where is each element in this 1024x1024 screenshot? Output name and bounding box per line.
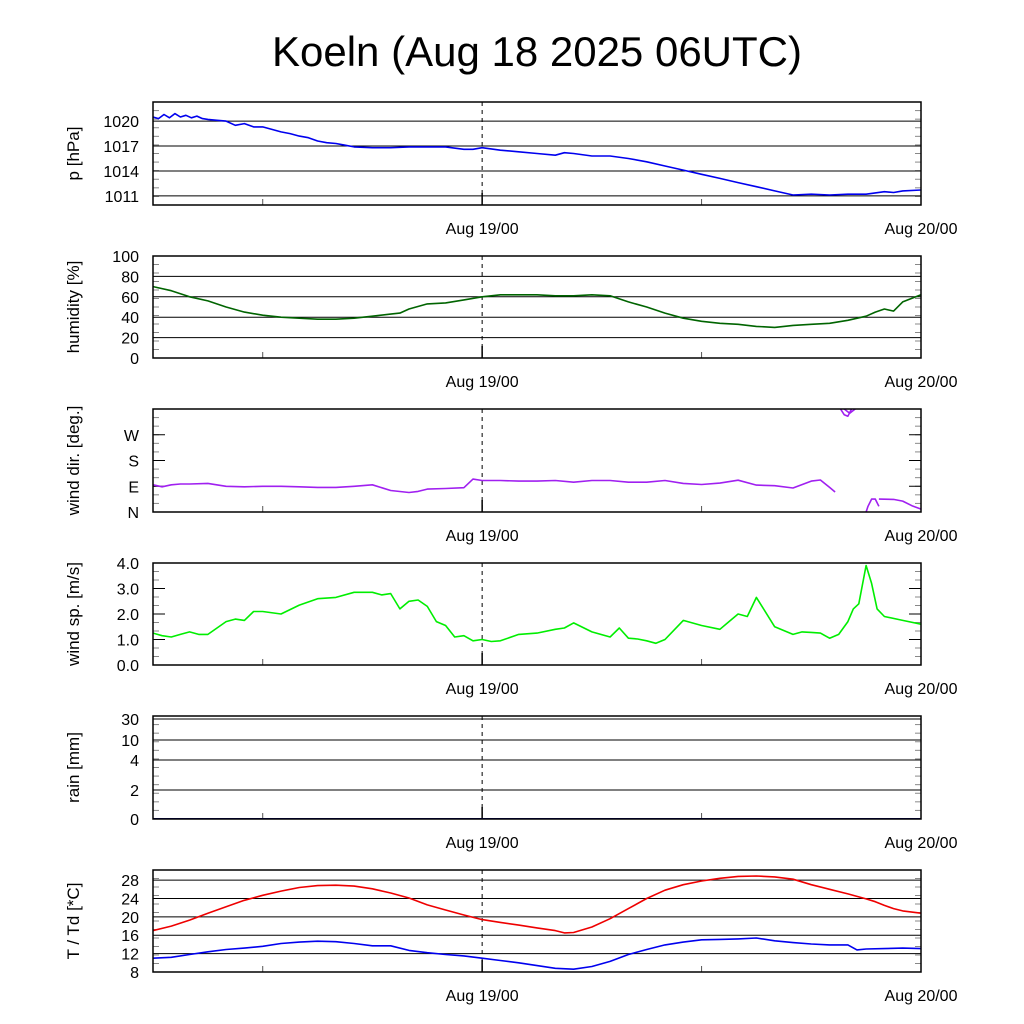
y-tick-label: 2	[130, 783, 139, 800]
y-tick-label: N	[127, 505, 139, 522]
x-tick-label: Aug 20/00	[885, 528, 958, 545]
series-line-t	[153, 875, 921, 934]
y-tick-label: 2.0	[117, 607, 139, 624]
y-tick-label: 60	[121, 290, 139, 307]
y-tick-label: 16	[121, 928, 139, 945]
series-line-td	[153, 937, 921, 971]
y-tick-label: 1011	[105, 189, 140, 206]
x-tick-label: Aug 20/00	[885, 374, 958, 391]
x-tick-label: Aug 19/00	[446, 374, 519, 391]
y-axis-label: p [hPa]	[64, 127, 83, 181]
y-tick-label: S	[128, 454, 139, 471]
y-axis-label: wind sp. [m/s]	[64, 562, 83, 667]
y-axis-label: humidity [%]	[64, 261, 83, 354]
y-tick-label: 40	[121, 310, 139, 327]
y-axis-label: wind dir. [deg.]	[64, 406, 83, 517]
y-tick-label: 1014	[103, 164, 139, 181]
x-tick-label: Aug 19/00	[446, 681, 519, 698]
plot-frame	[152, 562, 922, 666]
series-line-wind-direction	[153, 478, 836, 494]
plot-frame	[152, 869, 922, 973]
series-line-wind-speed	[153, 564, 921, 645]
y-tick-label: 80	[121, 269, 139, 286]
plot-frame	[152, 408, 922, 513]
y-tick-label: 4.0	[117, 556, 139, 573]
x-tick-label: Aug 20/00	[885, 681, 958, 698]
y-tick-label: 20	[121, 331, 139, 348]
y-tick-label: 100	[112, 249, 139, 266]
y-tick-label: 30	[121, 712, 139, 729]
panel-humidity: 0 20 40 60 80 100 Aug 19/00 Aug 20/00 humidity […	[64, 249, 958, 391]
x-tick-label: Aug 20/00	[885, 221, 958, 238]
series-line-wind-direction-wrap-1-	[865, 498, 880, 512]
y-tick-label: 0	[130, 351, 139, 368]
y-tick-label: E	[128, 479, 139, 496]
y-tick-label: 10	[121, 733, 139, 750]
y-tick-label: 4	[130, 753, 139, 770]
series-line-wind-direction-end-	[878, 498, 921, 510]
panel-wind_speed: 0.0 1.0 2.0 3.0 4.0 Aug 19/00 Aug 20/00 wind sp…	[64, 556, 958, 698]
y-tick-label: 0.0	[117, 658, 139, 675]
plot-frame	[152, 255, 922, 359]
y-tick-label: 1017	[103, 139, 139, 156]
y-tick-label: 8	[130, 965, 139, 982]
y-tick-label: 1020	[103, 114, 139, 131]
series-line-humidity	[153, 285, 921, 329]
y-tick-label: 1.0	[117, 633, 139, 650]
y-axis-label: rain [mm]	[64, 732, 83, 803]
series-line-pressure	[153, 112, 921, 196]
y-tick-label: 20	[121, 910, 139, 927]
y-tick-label: 24	[121, 891, 139, 908]
y-tick-label: W	[124, 428, 140, 445]
x-tick-label: Aug 19/00	[446, 835, 519, 852]
chart-title: Koeln (Aug 18 2025 06UTC)	[272, 28, 802, 75]
x-tick-label: Aug 20/00	[885, 988, 958, 1005]
x-tick-label: Aug 19/00	[446, 221, 519, 238]
y-tick-label: 3.0	[117, 582, 139, 599]
x-tick-label: Aug 20/00	[885, 835, 958, 852]
y-tick-label: 28	[121, 873, 139, 890]
panel-rain: 0 2 4 10 30 Aug 19/00 Aug 20/00 rain [mm]	[64, 712, 958, 852]
y-axis-label: T / Td [*C]	[64, 883, 83, 960]
panel-pressure: 1011 1014 1017 1020 Aug 19/00 Aug 20/00 p [hPa…	[64, 101, 958, 238]
x-tick-label: Aug 19/00	[446, 528, 519, 545]
x-tick-label: Aug 19/00	[446, 988, 519, 1005]
series-line-wind-direction-wrap-3-	[843, 409, 856, 415]
plot-frame	[152, 101, 922, 206]
y-tick-label: 12	[121, 947, 139, 964]
plot-frame	[152, 715, 922, 820]
y-tick-label: 0	[130, 812, 139, 829]
